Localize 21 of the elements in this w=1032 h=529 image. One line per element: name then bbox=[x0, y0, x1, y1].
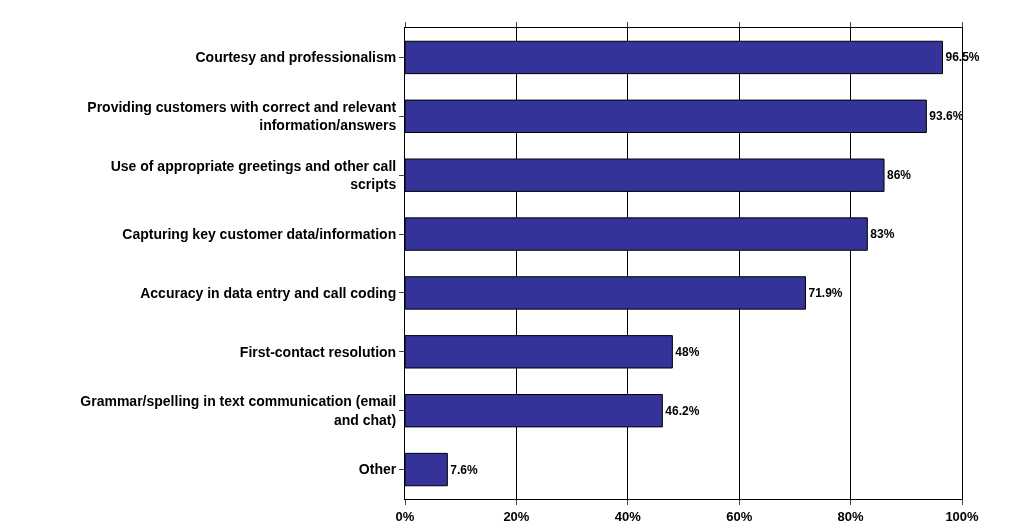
data-label: 7.6% bbox=[450, 462, 479, 477]
x-tick-label: 20% bbox=[503, 508, 530, 524]
y-tick-label: Providing customers with correct and relevant information/answers bbox=[87, 99, 397, 134]
data-label: 83% bbox=[870, 227, 895, 242]
y-tick-label: Use of appropriate greetings and other call scripts bbox=[110, 157, 397, 193]
x-tick-label: 100% bbox=[945, 508, 980, 524]
data-label: 86% bbox=[887, 168, 912, 183]
y-tick-label: Other bbox=[358, 461, 397, 478]
data-label: 71.9% bbox=[808, 285, 843, 300]
y-tick-label: Capturing key customer data/information bbox=[122, 225, 397, 242]
y-tick-label: First-contact resolution bbox=[239, 343, 397, 360]
x-tick-label: 0% bbox=[395, 508, 415, 524]
x-tick-label: 60% bbox=[726, 508, 753, 524]
x-tick-label: 40% bbox=[614, 508, 642, 524]
x-tick-label: 80% bbox=[837, 508, 865, 524]
data-label: 93.6% bbox=[929, 109, 964, 124]
data-label: 46.2% bbox=[665, 403, 700, 418]
y-tick-label: Accuracy in data entry and call coding bbox=[140, 284, 397, 301]
y-tick-label: Grammar/spelling in text communication (email and chat) bbox=[80, 393, 397, 428]
y-tick-label: Courtesy and professionalism bbox=[195, 49, 397, 66]
data-label: 48% bbox=[675, 344, 700, 359]
